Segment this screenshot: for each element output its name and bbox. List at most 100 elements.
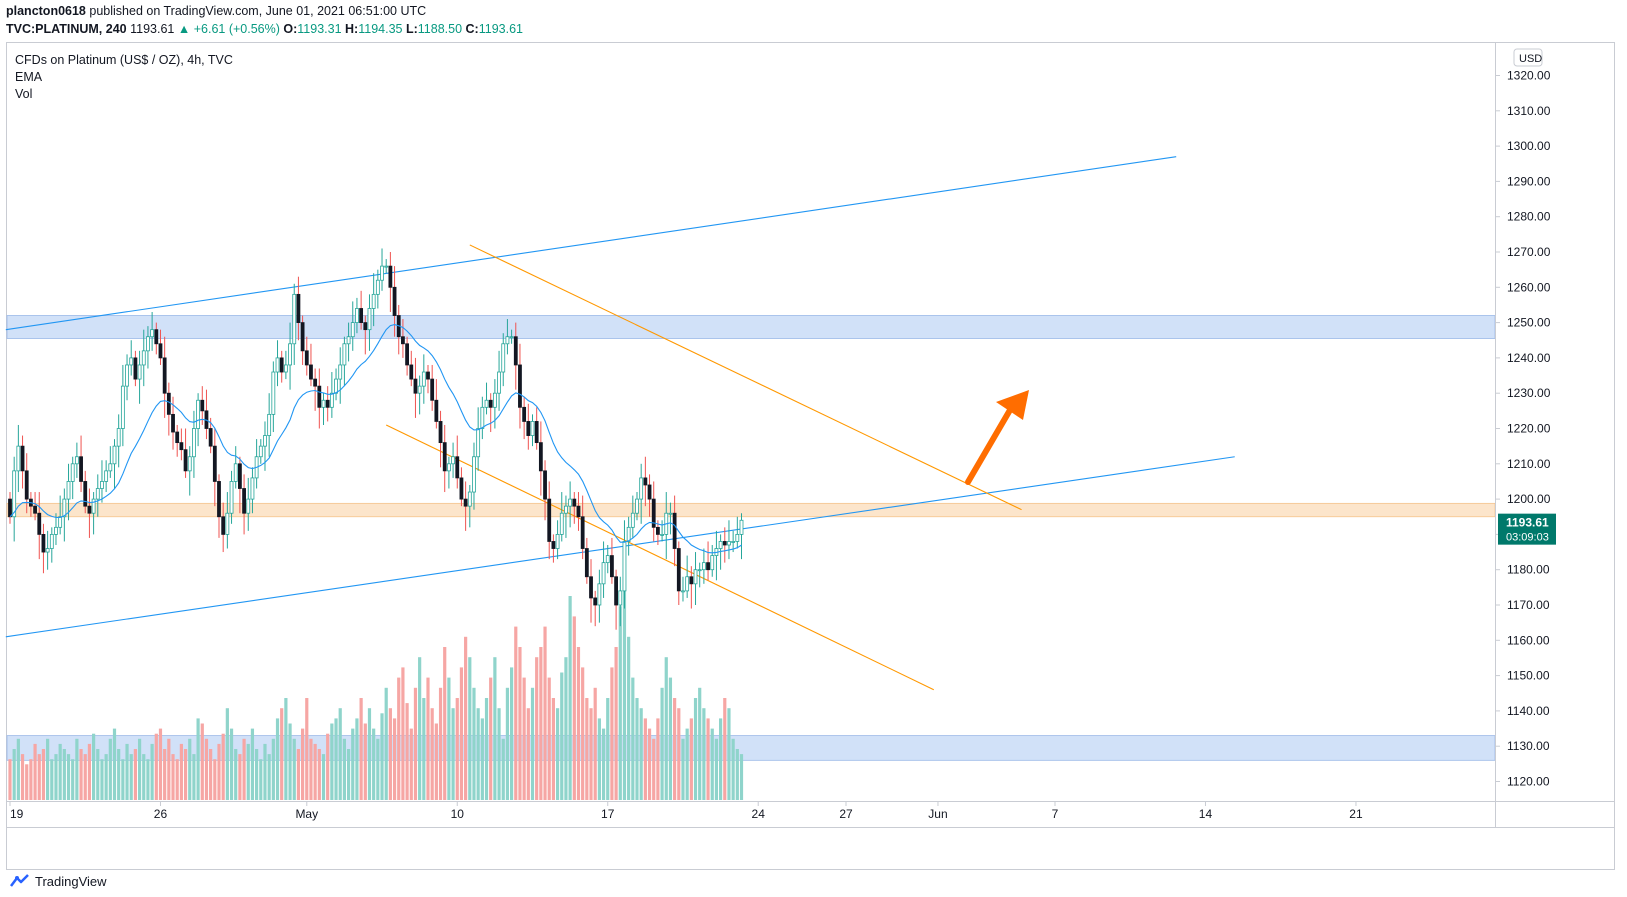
- candle-body: [480, 406, 485, 429]
- currency-box: [1513, 48, 1543, 67]
- volume-bar: [643, 718, 647, 800]
- volume-bar: [647, 728, 652, 800]
- price-tick-label: 1300.00: [1507, 139, 1551, 153]
- volume-bar: [489, 677, 493, 800]
- volume-bar: [522, 677, 526, 800]
- candle-body: [342, 343, 347, 366]
- volume-bar: [25, 764, 29, 800]
- price-tick-label: 1130.00: [1507, 739, 1550, 753]
- candle-body: [375, 279, 380, 295]
- published-text: published on TradingView.com, June 01, 2…: [89, 4, 427, 18]
- candle-body: [49, 534, 54, 549]
- volume-bar: [163, 749, 167, 800]
- legend-ema[interactable]: EMA: [15, 70, 43, 84]
- candle-body: [584, 548, 589, 578]
- volume-bar: [246, 743, 250, 800]
- volume-bar: [606, 698, 610, 800]
- candle-body: [8, 498, 12, 518]
- volume-bar: [8, 759, 12, 800]
- candle-body: [225, 512, 230, 535]
- volume-bar: [330, 723, 334, 800]
- candle-body: [459, 477, 464, 500]
- candle-body: [100, 481, 104, 489]
- candle-body: [108, 463, 113, 472]
- author-name[interactable]: plancton0618: [6, 4, 86, 18]
- candle-body: [434, 399, 439, 422]
- volume-bar: [275, 718, 280, 800]
- volume-bar: [693, 698, 698, 800]
- volume-bar: [652, 738, 656, 800]
- volume-bar: [627, 636, 631, 800]
- candle-body: [137, 364, 142, 380]
- close-label: C:: [465, 22, 479, 36]
- volume-bar: [20, 754, 25, 800]
- legend-vol[interactable]: Vol: [15, 87, 33, 101]
- volume-bar: [585, 698, 589, 800]
- time-tick-label: 7: [1052, 807, 1059, 821]
- volume-bar: [255, 749, 259, 800]
- volume-bar: [719, 718, 723, 800]
- trendlines-layer: [5, 156, 1235, 691]
- volume-bar: [518, 647, 522, 800]
- candle-body: [522, 406, 527, 422]
- time-tick-label: 24: [752, 807, 766, 821]
- volume-bar: [455, 698, 459, 800]
- volume-bar: [392, 718, 397, 800]
- volume-bar: [560, 672, 564, 800]
- volume-bar: [555, 708, 560, 800]
- volume-bar: [317, 749, 321, 800]
- chart-frame[interactable]: [6, 42, 1615, 870]
- price-tick-label: 1270.00: [1507, 245, 1551, 259]
- volume-bar: [313, 743, 317, 800]
- candle-body: [62, 498, 67, 518]
- volume-bar: [150, 743, 154, 800]
- volume-bar: [79, 749, 83, 800]
- candle-body: [154, 329, 159, 345]
- volume-bar: [677, 708, 681, 800]
- volume-bar: [601, 728, 606, 800]
- rising-channel-upper-line: [5, 156, 1177, 331]
- volume-bar: [225, 708, 229, 800]
- volume-bar: [447, 677, 451, 800]
- candle-body: [446, 463, 451, 472]
- candle-body: [610, 555, 614, 578]
- volume-bar: [664, 657, 668, 800]
- volume-bar: [367, 708, 372, 800]
- candle-body: [158, 343, 163, 359]
- candle-body: [221, 516, 226, 535]
- volume-bar: [372, 728, 376, 800]
- volume-bar: [459, 667, 464, 800]
- volume-bar: [438, 687, 443, 800]
- candle-body: [95, 488, 100, 500]
- volume-bar: [681, 738, 685, 800]
- candle-body: [689, 576, 694, 585]
- close-value: 1193.61: [478, 22, 523, 36]
- candle-body: [16, 445, 21, 472]
- price-tick-label: 1240.00: [1507, 351, 1551, 365]
- candle-body: [246, 498, 251, 514]
- candle-body: [509, 336, 514, 339]
- rising-channel-lower-line: [5, 456, 1235, 638]
- zones-layer: [6, 315, 1496, 761]
- candle-body: [614, 576, 618, 606]
- forecast-arrow-shaft: [965, 407, 1013, 485]
- volume-bar: [597, 718, 601, 800]
- time-tick-label: 21: [1349, 807, 1363, 821]
- candles-layer: [8, 248, 744, 630]
- candle-body: [87, 505, 92, 514]
- volume-bar: [510, 667, 514, 800]
- candle-body: [304, 350, 309, 366]
- volume-bar: [535, 657, 539, 800]
- volume-bar: [418, 657, 422, 800]
- candle-body: [45, 548, 50, 553]
- price-tick-label: 1160.00: [1507, 633, 1550, 647]
- candle-body: [597, 583, 602, 606]
- time-tick-label: 19: [10, 807, 24, 821]
- last-price-text: 1193.61: [1506, 516, 1549, 530]
- volume-bar: [41, 749, 46, 800]
- volume-bar: [405, 703, 409, 800]
- candle-body: [392, 286, 397, 316]
- brand-footer[interactable]: TradingView: [10, 868, 107, 894]
- candle-body: [146, 336, 150, 352]
